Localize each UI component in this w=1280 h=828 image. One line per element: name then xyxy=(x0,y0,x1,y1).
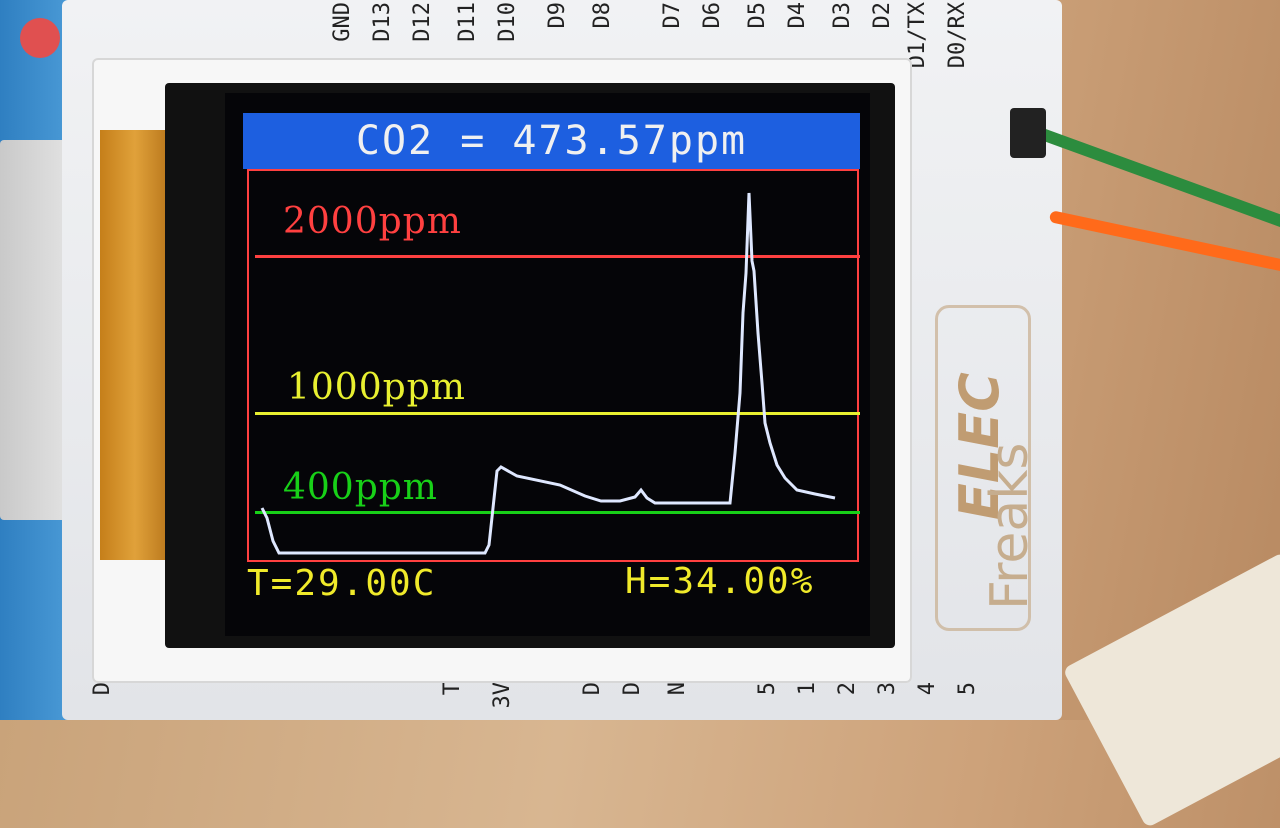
level-label-2000: 2000ppm xyxy=(283,201,462,242)
pin-label-d3: D3 xyxy=(830,2,855,29)
pin-label-d4: D4 xyxy=(785,2,810,29)
bottom-pin-label-10: 4 xyxy=(915,682,940,696)
co2-title-bar: CO2 = 473.57ppm xyxy=(243,113,860,169)
level-line-400 xyxy=(255,511,860,514)
level-label-400: 400ppm xyxy=(283,467,438,508)
humidity-readout: H=34.00% xyxy=(625,561,815,602)
pin-label-d5: D5 xyxy=(745,2,770,29)
flex-ribbon-cable xyxy=(100,130,170,560)
bottom-pin-label-1: T xyxy=(440,682,465,696)
tft-screen: CO2 = 473.57ppm 2000ppm 1000ppm 400ppm T… xyxy=(225,93,870,636)
pin-label-d9: D9 xyxy=(545,2,570,29)
bottom-pin-label-3: D xyxy=(580,682,605,696)
bottom-pin-label-4: D xyxy=(620,682,645,696)
orange-wire xyxy=(1048,210,1280,276)
bottom-pin-label-9: 3 xyxy=(875,682,900,696)
bottom-pin-label-6: 5 xyxy=(755,682,780,696)
pin-label-d8: D8 xyxy=(590,2,615,29)
bottom-pin-label-11: 5 xyxy=(955,682,980,696)
elecfreaks-logo-freaks: Freaks xyxy=(980,442,1040,610)
co2-plot-area xyxy=(247,169,859,562)
bottom-pin-label-7: 1 xyxy=(795,682,820,696)
bottom-pin-label-8: 2 xyxy=(835,682,860,696)
pin-label-d6: D6 xyxy=(700,2,725,29)
elecfreaks-logo-frame xyxy=(935,305,1031,631)
pin-label-d11: D11 xyxy=(455,2,480,42)
wire-connector xyxy=(1010,108,1046,158)
pin-label-d7: D7 xyxy=(660,2,685,29)
bottom-pin-label-5: N xyxy=(665,682,690,696)
pin-label-d10: D10 xyxy=(495,2,520,42)
pin-label-gnd: GND xyxy=(330,2,355,42)
level-label-1000: 1000ppm xyxy=(287,367,466,408)
co2-reading: CO2 = 473.57ppm xyxy=(355,118,748,164)
pin-label-d12: D12 xyxy=(410,2,435,42)
temperature-readout: T=29.00C xyxy=(247,563,437,604)
bottom-pin-label-2: 3V xyxy=(490,682,515,709)
level-line-1000 xyxy=(255,412,860,415)
pin-label-d13: D13 xyxy=(370,2,395,42)
reset-button xyxy=(20,18,60,58)
pin-label-d0rx: D0/RX xyxy=(945,2,970,69)
level-line-2000 xyxy=(255,255,860,258)
breadboard xyxy=(1062,551,1280,828)
co2-trace-line xyxy=(260,192,836,555)
pin-label-d2: D2 xyxy=(870,2,895,29)
co2-trace xyxy=(260,192,836,555)
bottom-pin-label-0: D xyxy=(90,682,115,696)
